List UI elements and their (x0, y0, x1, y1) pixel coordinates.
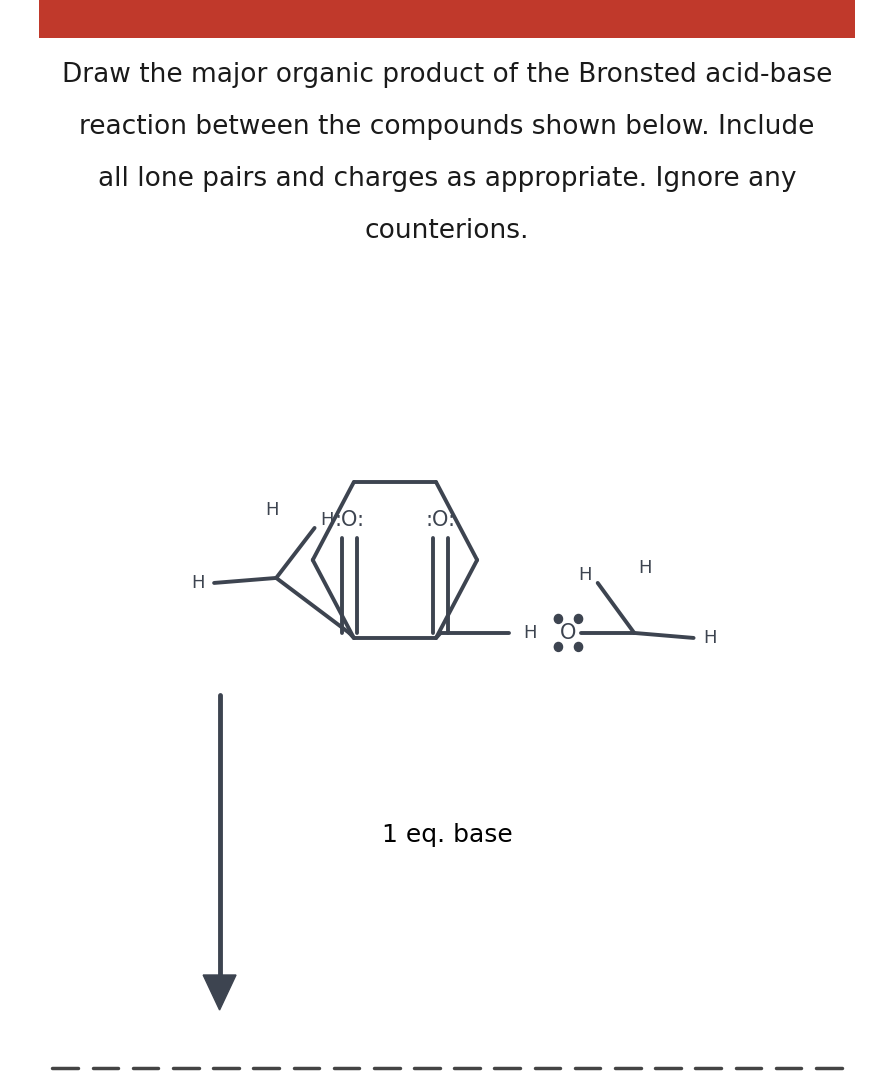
Text: Draw the major organic product of the Bronsted acid-base: Draw the major organic product of the Br… (62, 62, 832, 88)
Text: reaction between the compounds shown below. Include: reaction between the compounds shown bel… (80, 114, 814, 140)
Text: H: H (265, 501, 278, 519)
Text: :O:: :O: (334, 510, 364, 530)
Text: H: H (523, 624, 536, 642)
Text: H: H (578, 566, 592, 584)
Circle shape (554, 615, 562, 623)
Text: 1 eq. base: 1 eq. base (382, 823, 512, 847)
Text: H: H (191, 573, 205, 592)
Text: counterions.: counterions. (365, 218, 529, 244)
Text: H: H (704, 629, 717, 647)
Bar (38, 0, 856, 38)
Circle shape (575, 615, 583, 623)
Text: H: H (321, 510, 334, 529)
Text: H: H (638, 559, 652, 577)
Circle shape (575, 643, 583, 652)
Text: all lone pairs and charges as appropriate. Ignore any: all lone pairs and charges as appropriat… (97, 166, 797, 192)
Polygon shape (203, 975, 236, 1010)
Text: :O:: :O: (426, 510, 456, 530)
Circle shape (554, 643, 562, 652)
Text: O: O (561, 623, 577, 643)
